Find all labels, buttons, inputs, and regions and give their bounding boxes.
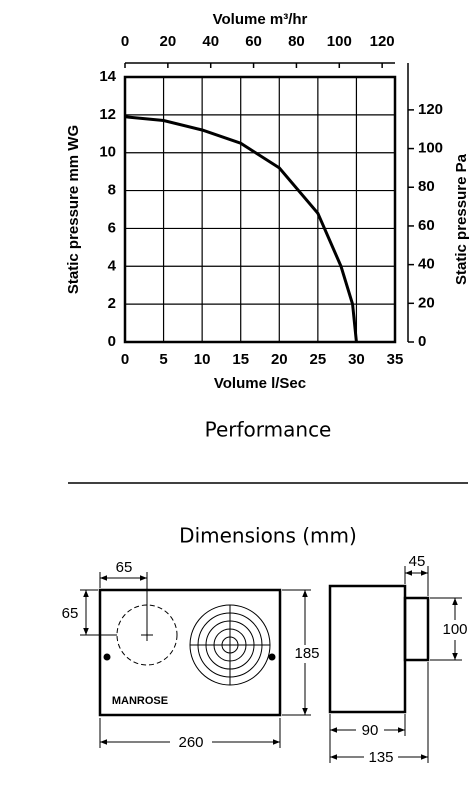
x-tick-label: 25 xyxy=(310,351,327,368)
x-tick-label: 0 xyxy=(121,351,129,368)
y-tick-label: 4 xyxy=(108,257,117,274)
y-axis-title: Static pressure mm WG xyxy=(65,125,82,294)
caption: Performance xyxy=(205,418,332,442)
x2-tick-label: 20 xyxy=(160,33,177,50)
dim-label: 185 xyxy=(294,645,319,662)
x-tick-label: 35 xyxy=(387,351,404,368)
x-tick-label: 30 xyxy=(348,351,365,368)
y-tick-label: 2 xyxy=(108,295,116,312)
y2-tick-label: 20 xyxy=(418,294,435,311)
x-tick-label: 10 xyxy=(194,351,211,368)
y2-tick-label: 100 xyxy=(418,140,443,157)
y2-tick-label: 80 xyxy=(418,178,435,195)
dim-label: 260 xyxy=(178,734,203,751)
front-view: MANROSE 65 65 185 260 xyxy=(62,559,322,751)
x2-tick-label: 40 xyxy=(202,33,219,50)
y2-tick-label: 60 xyxy=(418,217,435,234)
performance-curve xyxy=(124,115,358,343)
y-tick-label: 12 xyxy=(99,106,116,123)
y-tick-label: 8 xyxy=(108,182,116,199)
y-tick-label: 10 xyxy=(99,144,116,161)
y-tick-label: 6 xyxy=(108,219,116,236)
dimensions-title: Dimensions (mm) xyxy=(179,524,357,548)
dim-label: 100 xyxy=(442,621,467,638)
dim-label: 65 xyxy=(116,559,133,576)
y-tick-label: 0 xyxy=(108,333,116,350)
x2-tick-label: 100 xyxy=(327,33,352,50)
y2-axis-title: Static pressure Pa xyxy=(453,153,470,285)
x-tick-label: 5 xyxy=(159,351,167,368)
x-axis-title: Volume l/Sec xyxy=(214,375,306,392)
x2-tick-label: 80 xyxy=(288,33,305,50)
dim-label: 45 xyxy=(409,553,426,570)
x-tick-label: 20 xyxy=(271,351,288,368)
x2-tick-label: 0 xyxy=(121,33,129,50)
x2-tick-label: 120 xyxy=(370,33,395,50)
y2-tick-label: 120 xyxy=(418,101,443,118)
y2-tick-label: 40 xyxy=(418,256,435,273)
dim-label: 135 xyxy=(368,749,393,766)
x2-tick-label: 60 xyxy=(245,33,262,50)
dim-label: 90 xyxy=(362,722,379,739)
x2-axis-title: Volume m³/hr xyxy=(213,11,308,28)
dim-label: 65 xyxy=(62,605,79,622)
plot-frame xyxy=(123,75,397,344)
side-view: 45 100 90 135 xyxy=(328,553,473,766)
y-tick-label: 14 xyxy=(99,68,116,85)
x-tick-label: 15 xyxy=(232,351,249,368)
y2-tick-label: 0 xyxy=(418,333,426,350)
brand: MANROSE xyxy=(112,695,168,707)
